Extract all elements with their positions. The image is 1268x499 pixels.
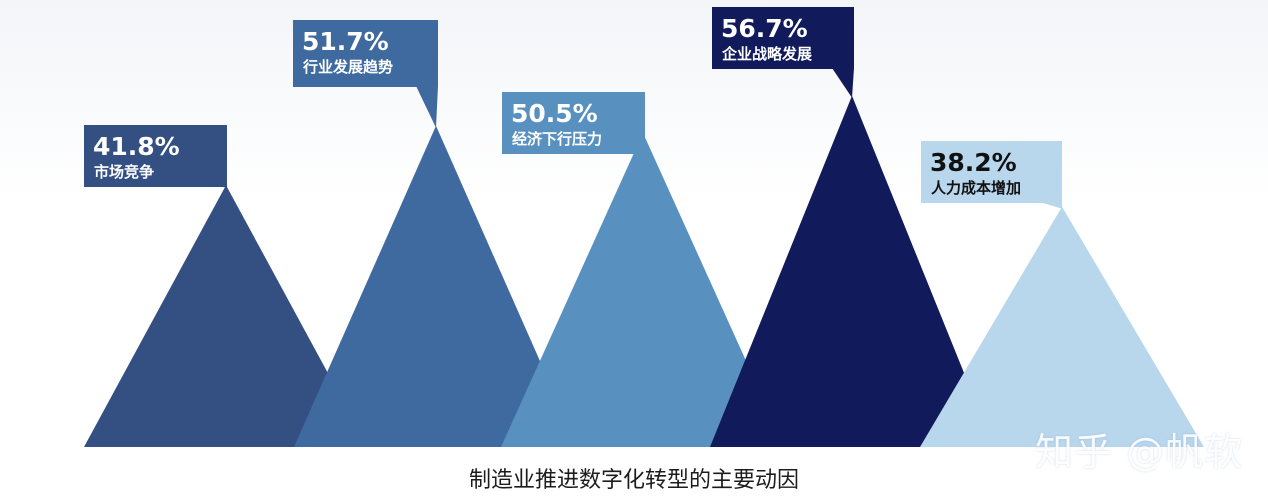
- callout-pointer-1: [205, 186, 227, 188]
- callout-5: 38.2% 人力成本增加: [921, 141, 1062, 209]
- callout-3: 50.5% 经济下行压力: [502, 92, 645, 154]
- callouts-layer: 41.8% 市场竞争 51.7% 行业发展趋势 50.5% 经济下行压力 56.7% 企业战略…: [84, 7, 1062, 209]
- callout-1: 41.8% 市场竞争: [84, 125, 227, 188]
- peak-4: [710, 95, 994, 448]
- peak-2: [294, 125, 578, 448]
- callout-4: 56.7% 企业战略发展: [712, 7, 854, 98]
- category-label-5: 人力成本增加: [931, 179, 1021, 197]
- callout-pointer-3: [623, 135, 645, 153]
- watermark: 知乎 @帆软: [1035, 430, 1244, 474]
- chart-caption: 制造业推进数字化转型的主要动因: [468, 468, 799, 493]
- callout-2: 51.7% 行业发展趋势: [293, 20, 438, 128]
- category-label-1: 市场竞争: [94, 163, 154, 181]
- value-label-4: 56.7%: [721, 14, 808, 43]
- peaks-layer: [84, 95, 1204, 448]
- callout-pointer-5: [1040, 202, 1062, 209]
- callout-pointer-2: [416, 86, 438, 128]
- peak-5: [920, 206, 1204, 447]
- callout-box-1: [84, 125, 227, 187]
- category-label-2: 行业发展趋势: [302, 58, 393, 76]
- callout-box-3: [502, 92, 645, 154]
- value-label-3: 50.5%: [511, 99, 598, 128]
- callout-box-2: [293, 20, 438, 87]
- category-label-4: 企业战略发展: [721, 45, 812, 63]
- callout-pointer-4: [832, 68, 854, 98]
- value-label-1: 41.8%: [93, 132, 180, 161]
- peak-1: [84, 185, 368, 447]
- peak-3: [501, 133, 785, 447]
- callout-box-4: [712, 7, 854, 69]
- callout-box-5: [921, 141, 1062, 203]
- value-label-2: 51.7%: [302, 27, 389, 56]
- value-label-5: 38.2%: [930, 148, 1017, 177]
- category-label-3: 经济下行压力: [512, 130, 602, 148]
